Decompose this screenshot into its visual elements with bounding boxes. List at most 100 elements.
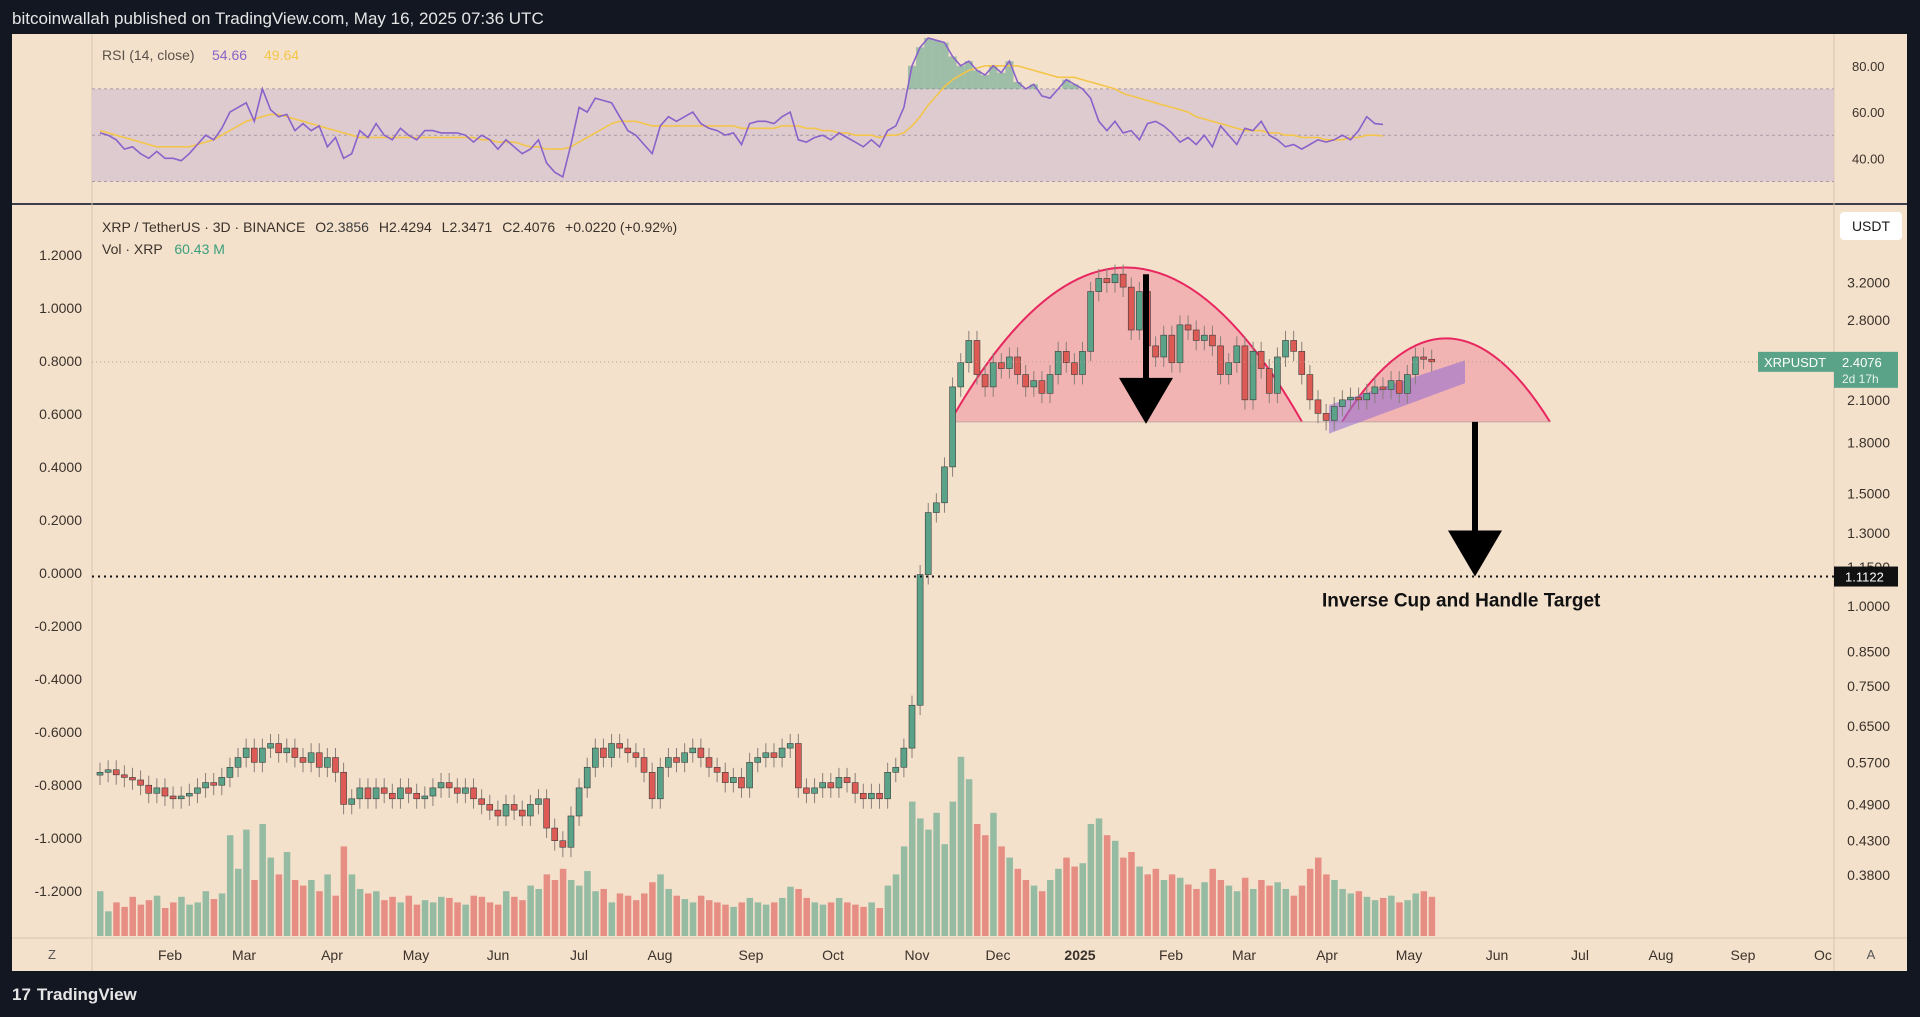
- candle-body: [202, 782, 209, 789]
- rsi-ma-value: 49.64: [264, 47, 299, 63]
- candle-body: [1241, 345, 1249, 401]
- candle-body: [177, 795, 185, 800]
- volume-bar: [519, 900, 526, 936]
- candle-body: [234, 757, 242, 768]
- rsi-overbought-fill: [907, 38, 1079, 89]
- volume-bar: [178, 896, 185, 936]
- volume-bar: [1404, 900, 1411, 936]
- candle-body: [372, 787, 380, 800]
- volume-bar: [689, 902, 697, 936]
- candle-body: [413, 792, 420, 800]
- chart-canvas[interactable]: RSI (14, close) 54.66 49.64 80.00 60.00 40…: [12, 34, 1907, 971]
- time-axis-label: May: [403, 947, 429, 963]
- arrow-head: [1119, 377, 1173, 424]
- volume-bar: [1323, 874, 1330, 936]
- volume-bar: [1063, 857, 1070, 936]
- volume-bar: [1306, 868, 1314, 936]
- volume-bar: [356, 888, 364, 936]
- volume-bar: [949, 801, 957, 936]
- candle-body: [559, 840, 567, 848]
- candle-body: [941, 466, 948, 504]
- candle-body: [1395, 380, 1403, 394]
- volume-bar: [1412, 893, 1419, 936]
- volume-bar: [324, 874, 331, 936]
- volume-bar: [1241, 877, 1249, 936]
- candle-body: [754, 757, 762, 763]
- volume-bar: [161, 908, 169, 936]
- right-axis-label: 2.1000: [1847, 392, 1890, 408]
- low-label: L: [442, 219, 450, 235]
- candles: [96, 264, 1435, 858]
- left-axis-label: -0.6000: [35, 724, 83, 740]
- candle-body: [307, 752, 315, 763]
- target-price-value: 1.1122: [1845, 570, 1884, 585]
- tradingview-logo[interactable]: 17 TradingView: [12, 985, 137, 1005]
- candle-body: [981, 374, 989, 388]
- target-price-tag: [1834, 566, 1898, 587]
- rsi-overbought-segment: [1029, 84, 1038, 89]
- volume-bar: [641, 893, 648, 936]
- candle-body: [543, 798, 550, 829]
- volume-bar: [909, 801, 916, 936]
- currency-button[interactable]: [1840, 212, 1902, 240]
- candle-body: [380, 787, 388, 794]
- candle-body: [1014, 356, 1021, 375]
- time-axis-label: Oc: [1814, 947, 1832, 963]
- volume-bar: [1355, 891, 1363, 936]
- candle-body: [437, 782, 445, 789]
- rsi-overbought-segment: [956, 65, 965, 89]
- volume-bar: [210, 899, 218, 936]
- auto-scale-z[interactable]: Z: [48, 947, 56, 962]
- auto-scale-a[interactable]: A: [1867, 947, 1876, 962]
- right-axis-label: 0.8500: [1847, 643, 1890, 659]
- symbol-name: XRP / TetherUS · 3D · BINANCE: [102, 219, 305, 235]
- volume-bar: [535, 888, 542, 936]
- volume-bar: [194, 902, 201, 936]
- candle-body: [843, 777, 851, 783]
- volume-bar: [917, 818, 924, 936]
- candle-body: [811, 787, 818, 794]
- time-axis-label: Apr: [1316, 947, 1338, 963]
- volume-bar: [852, 904, 859, 936]
- candle-body: [1184, 324, 1192, 331]
- candle-body: [324, 757, 331, 768]
- volume-bar: [933, 812, 940, 936]
- left-axis-label: 0.8000: [39, 353, 82, 369]
- volume-bar: [251, 880, 258, 936]
- volume-bar: [738, 902, 745, 936]
- volume-bar: [429, 902, 437, 936]
- volume-bar: [153, 895, 161, 936]
- right-axis-label: 3.2000: [1847, 275, 1890, 291]
- volume-bar: [868, 902, 875, 936]
- candle-body: [681, 752, 688, 763]
- candle-body: [218, 777, 226, 786]
- time-axis-label: Sep: [739, 947, 764, 963]
- time-axis-label: Aug: [1649, 947, 1674, 963]
- volume-bar: [1347, 893, 1354, 936]
- candle-body: [478, 798, 485, 805]
- volume-bar: [1225, 885, 1233, 936]
- volume-bar: [925, 829, 932, 936]
- chart-frame[interactable]: RSI (14, close) 54.66 49.64 80.00 60.00 40…: [12, 34, 1907, 971]
- candle-body: [104, 769, 112, 773]
- handle-arc: [1341, 337, 1551, 423]
- volume-bar: [1014, 868, 1022, 936]
- candle-body: [210, 782, 217, 786]
- candle-body: [1111, 273, 1119, 284]
- volume-bar: [1038, 891, 1046, 936]
- candle-body: [673, 757, 680, 763]
- candle-body: [315, 752, 323, 768]
- candle-body: [267, 743, 274, 749]
- candle-body: [1428, 358, 1435, 363]
- volume-label: Vol · XRP: [102, 241, 162, 257]
- left-axis-label: 1.2000: [39, 247, 82, 263]
- rsi-overbought-segment: [1070, 84, 1079, 89]
- candle-body: [1071, 362, 1078, 375]
- candle-body: [592, 747, 599, 768]
- volume-bar: [624, 895, 632, 936]
- candle-body: [1127, 286, 1135, 331]
- volume-bar: [1047, 880, 1054, 936]
- volume-bar: [397, 902, 404, 936]
- volume-bar: [1136, 866, 1143, 936]
- left-axis-label: 0.6000: [39, 406, 82, 422]
